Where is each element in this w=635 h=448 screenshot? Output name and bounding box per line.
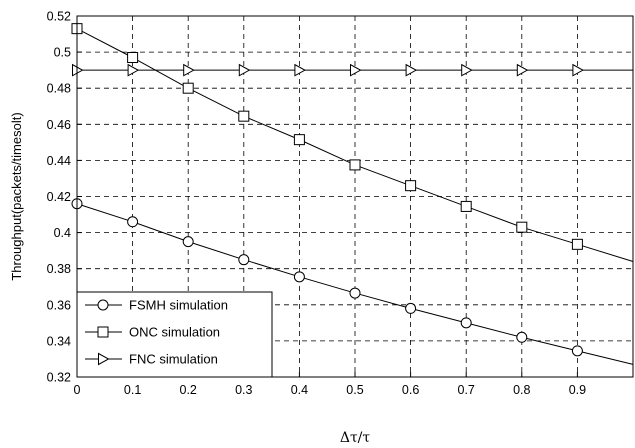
square-marker: [349, 159, 361, 171]
legend-circle-marker: [97, 299, 109, 311]
y-tick-label: 0.34: [47, 334, 71, 348]
square-marker: [571, 238, 583, 250]
circle-marker: [127, 216, 139, 228]
triangle-right-marker: [127, 63, 140, 77]
x-tick-label: 0.8: [513, 383, 530, 397]
legend-label: FSMH simulation: [129, 298, 228, 313]
triangle-right-marker: [350, 63, 362, 77]
y-axis-label: Throughput(packets/timesolt): [9, 112, 24, 280]
circle-marker: [349, 287, 361, 299]
circle-marker: [460, 317, 472, 329]
y-tick-label: 0.44: [47, 154, 71, 168]
legend-label: FNC simulation: [129, 352, 218, 367]
y-tick-label: 0.32: [47, 371, 71, 385]
y-tick-label: 0.38: [47, 262, 71, 276]
x-axis-label: Δτ/τ: [340, 430, 371, 446]
triangle-right-marker: [405, 63, 418, 77]
legend-entry: ONC simulation: [85, 325, 220, 340]
triangle-right-marker: [516, 63, 529, 77]
legend: FSMH simulation ONC simulation FNC simulat…: [76, 291, 273, 378]
x-tick-label: 0.4: [291, 383, 308, 397]
square-marker: [405, 180, 417, 192]
series-triangle-right: [72, 63, 633, 77]
triangle-right-marker: [461, 63, 473, 77]
circle-marker: [293, 271, 305, 283]
circle-marker: [571, 345, 583, 357]
x-tick-label: 0.5: [346, 383, 363, 397]
square-marker: [238, 110, 250, 122]
x-tick-label: 0.6: [402, 383, 419, 397]
series-circle: [71, 198, 634, 365]
square-marker: [293, 134, 305, 146]
y-tick-label: 0.46: [47, 118, 71, 132]
x-tick-label: 0.7: [458, 383, 475, 397]
legend-triangle-right-marker: [98, 352, 110, 366]
y-tick-label: 0.42: [47, 190, 71, 204]
x-tick-label: 0.2: [180, 383, 197, 397]
circle-marker: [405, 302, 417, 314]
legend-square-marker: [97, 326, 109, 338]
triangle-right-marker: [238, 63, 251, 77]
square-marker: [127, 52, 139, 64]
ticks: 0 0.1 0.2 0.3 0.4 0.5 0.6 0.7 0.8 0.9 0.32 0.34 0.36…: [47, 10, 586, 398]
y-tick-label: 0.5: [54, 46, 71, 60]
x-tick-label: 0: [74, 383, 81, 397]
y-tick-label: 0.52: [47, 10, 71, 24]
square-marker: [516, 221, 528, 233]
series-group: [71, 23, 634, 365]
circle-marker: [516, 331, 528, 343]
legend-label: ONC simulation: [129, 325, 220, 340]
triangle-right-marker: [572, 63, 584, 77]
x-tick-label: 0.3: [235, 383, 252, 397]
y-tick-label: 0.4: [54, 226, 71, 240]
triangle-right-marker: [294, 63, 306, 77]
triangle-right-marker: [183, 63, 195, 77]
legend-box: [76, 291, 273, 378]
circle-marker: [182, 236, 194, 248]
x-tick-label: 0.1: [124, 383, 141, 397]
legend-entry: FSMH simulation: [85, 298, 228, 313]
circle-marker: [238, 254, 250, 266]
y-tick-label: 0.48: [47, 82, 71, 96]
y-tick-label: 0.36: [47, 298, 71, 312]
square-marker: [460, 200, 472, 212]
x-tick-label: 0.9: [569, 383, 586, 397]
legend-entry: FNC simulation: [85, 352, 218, 367]
series-square: [71, 23, 634, 262]
square-marker: [182, 82, 194, 94]
